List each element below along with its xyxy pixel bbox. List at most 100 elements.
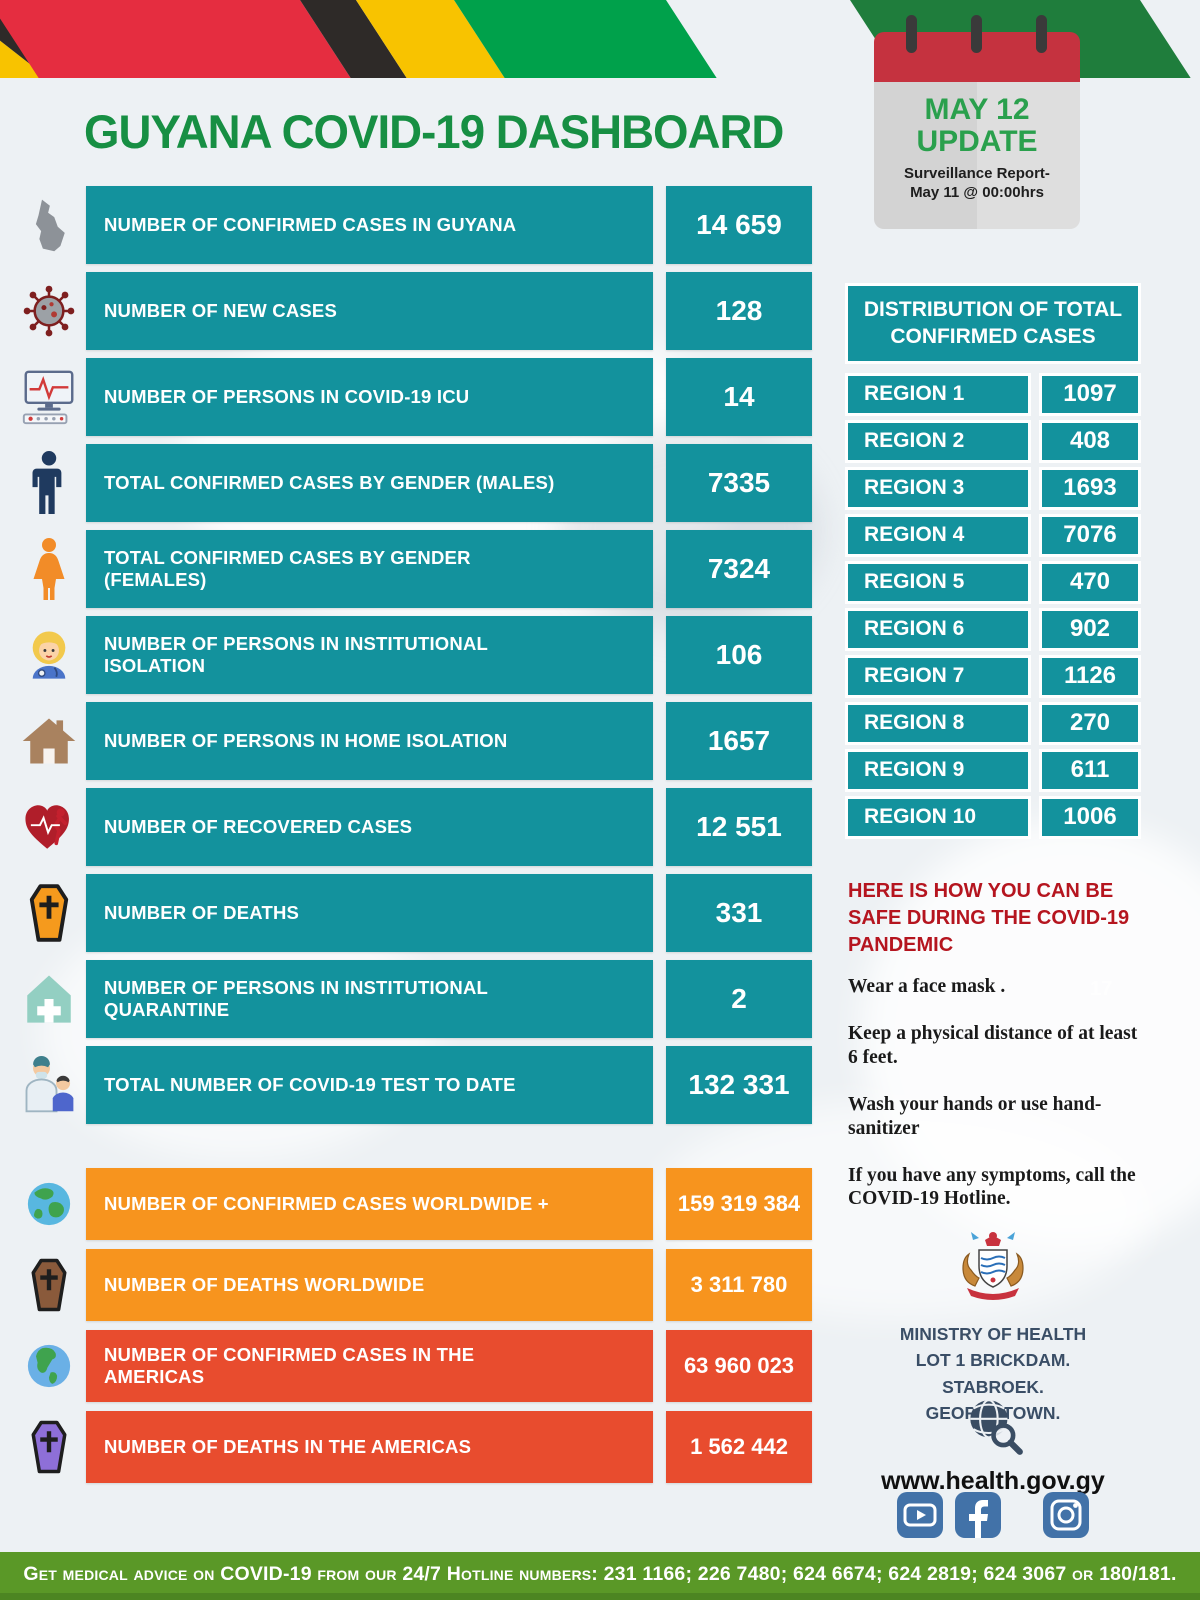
stat-label: NUMBER OF PERSONS IN INSTITUTIONAL ISOLA… <box>86 616 653 694</box>
youtube-icon[interactable] <box>897 1492 943 1538</box>
region-row: REGION 2 408 <box>845 419 1141 463</box>
ministry-name: MINISTRY OF HEALTH <box>899 1324 1087 1344</box>
hotline-text: Get medical advice on COVID-19 from our … <box>23 1562 1177 1585</box>
stat-value: 1657 <box>666 702 812 780</box>
stat-label: TOTAL CONFIRMED CASES BY GENDER (FEMALES… <box>86 530 653 608</box>
social-links <box>845 1492 1141 1538</box>
region-label: REGION 9 <box>845 748 1031 792</box>
stat-value: 7335 <box>666 444 812 522</box>
stat-value: 12 551 <box>666 788 812 866</box>
region-row: REGION 7 1126 <box>845 654 1141 698</box>
region-label: REGION 7 <box>845 654 1031 698</box>
website-url[interactable]: www.health.gov.gy <box>881 1467 1105 1495</box>
stat-label: NUMBER OF CONFIRMED CASES IN GUYANA <box>86 186 653 264</box>
instagram-icon[interactable] <box>1043 1492 1089 1538</box>
home-icon <box>12 702 86 780</box>
stat-label: NUMBER OF PERSONS IN INSTITUTIONAL QUARA… <box>86 960 653 1038</box>
stat-row-americas-cases: NUMBER OF CONFIRMED CASES IN THE AMERICA… <box>12 1330 812 1402</box>
nurse-icon <box>12 616 86 694</box>
icu-monitor-icon <box>12 358 86 436</box>
stat-label: NUMBER OF DEATHS <box>86 874 653 952</box>
globe-search-icon <box>970 1399 1023 1455</box>
safety-tip: Keep a physical distance of at least 6 f… <box>848 1023 1138 1068</box>
safety-tips: HERE IS HOW YOU CAN BE SAFE DURING THE C… <box>848 878 1142 1235</box>
calendar-pin-icon <box>971 15 982 53</box>
region-row: REGION 5 470 <box>845 560 1141 604</box>
region-label: REGION 10 <box>845 795 1031 839</box>
quarantine-home-icon <box>12 960 86 1038</box>
stat-row-worldwide-deaths: NUMBER OF DEATHS WORLDWIDE 3 311 780 <box>12 1249 812 1321</box>
calendar-update-label: UPDATE <box>916 124 1038 158</box>
page-number-watermark: 17 <box>1090 978 1113 1000</box>
globe-icon <box>12 1168 86 1240</box>
stat-row-deaths: NUMBER OF DEATHS 331 <box>12 874 812 952</box>
region-label: REGION 6 <box>845 607 1031 651</box>
website-block: www.health.gov.gy <box>845 1392 1141 1496</box>
page-title: GUYANA COVID-19 DASHBOARD <box>84 105 784 158</box>
calendar-pin-icon <box>1036 15 1047 53</box>
facebook-icon[interactable] <box>955 1492 1001 1538</box>
safety-tip: If you have any symptoms, call the COVID… <box>848 1164 1136 1210</box>
region-value: 470 <box>1039 560 1141 604</box>
coat-of-arms-icon <box>962 1232 1024 1300</box>
region-value: 7076 <box>1039 513 1141 557</box>
test-workers-icon <box>12 1046 86 1124</box>
stat-row-males: TOTAL CONFIRMED CASES BY GENDER (MALES) … <box>12 444 812 522</box>
stat-value: 132 331 <box>666 1046 812 1124</box>
region-value: 1097 <box>1039 372 1141 416</box>
stat-label: NUMBER OF DEATHS WORLDWIDE <box>86 1249 653 1321</box>
stat-label: TOTAL NUMBER OF COVID-19 TEST TO DATE <box>86 1046 653 1124</box>
region-row: REGION 3 1693 <box>845 466 1141 510</box>
stat-value: 331 <box>666 874 812 952</box>
safety-tip: Wash your hands or use hand-sanitizer <box>848 1094 1102 1139</box>
stat-row-new-cases: NUMBER OF NEW CASES 128 <box>12 272 812 350</box>
stat-value: 159 319 384 <box>666 1168 812 1240</box>
stat-value: 2 <box>666 960 812 1038</box>
stat-value: 106 <box>666 616 812 694</box>
male-icon <box>12 444 86 522</box>
region-value: 902 <box>1039 607 1141 651</box>
region-row: REGION 10 1006 <box>845 795 1141 839</box>
stat-value: 1 562 442 <box>666 1411 812 1483</box>
stat-row-institutional-quarantine: NUMBER OF PERSONS IN INSTITUTIONAL QUARA… <box>12 960 812 1038</box>
globe-americas-icon <box>12 1330 86 1402</box>
stat-row-worldwide-cases: NUMBER OF CONFIRMED CASES WORLDWIDE + 15… <box>12 1168 812 1240</box>
ministry-address-line: LOT 1 BRICKDAM. <box>915 1350 1071 1371</box>
calendar-date: MAY 12 <box>924 93 1030 126</box>
region-row: REGION 8 270 <box>845 701 1141 745</box>
region-row: REGION 9 611 <box>845 748 1141 792</box>
hotline-bar: Get medical advice on COVID-19 from our … <box>0 1552 1200 1600</box>
region-label: REGION 4 <box>845 513 1031 557</box>
region-row: REGION 6 902 <box>845 607 1141 651</box>
stat-value: 3 311 780 <box>666 1249 812 1321</box>
stat-label: NUMBER OF PERSONS IN HOME ISOLATION <box>86 702 653 780</box>
region-row: REGION 4 7076 <box>845 513 1141 557</box>
stat-label: NUMBER OF DEATHS IN THE AMERICAS <box>86 1411 653 1483</box>
stat-label: TOTAL CONFIRMED CASES BY GENDER (MALES) <box>86 444 653 522</box>
region-label: REGION 5 <box>845 560 1031 604</box>
stat-label: NUMBER OF RECOVERED CASES <box>86 788 653 866</box>
guyana-map-icon <box>12 186 86 264</box>
region-value: 1006 <box>1039 795 1141 839</box>
stat-row-institutional-isolation: NUMBER OF PERSONS IN INSTITUTIONAL ISOLA… <box>12 616 812 694</box>
safety-heading: HERE IS HOW YOU CAN BE SAFE DURING THE C… <box>848 880 1130 956</box>
stat-value: 14 <box>666 358 812 436</box>
stat-label: NUMBER OF PERSONS IN COVID-19 ICU <box>86 358 653 436</box>
coffin-icon <box>12 874 86 952</box>
flag-stripe-red <box>0 0 351 78</box>
region-label: REGION 8 <box>845 701 1031 745</box>
coffin-worldwide-icon <box>12 1249 86 1321</box>
recovered-heart-icon <box>12 788 86 866</box>
ministry-address-line: STABROEK. <box>942 1376 1044 1397</box>
regions-panel: DISTRIBUTION OF TOTAL CONFIRMED CASES RE… <box>845 283 1141 843</box>
stat-label: NUMBER OF NEW CASES <box>86 272 653 350</box>
calendar-pin-icon <box>906 15 917 53</box>
stat-row-home-isolation: NUMBER OF PERSONS IN HOME ISOLATION 1657 <box>12 702 812 780</box>
calendar-report-note: Surveillance Report- May 11 @ 00:00hrs <box>904 165 1050 201</box>
update-calendar: MAY 12 UPDATE Surveillance Report- May 1… <box>874 15 1080 229</box>
region-label: REGION 1 <box>845 372 1031 416</box>
region-label: REGION 3 <box>845 466 1031 510</box>
stat-row-icu: NUMBER OF PERSONS IN COVID-19 ICU 14 <box>12 358 812 436</box>
region-value: 611 <box>1039 748 1141 792</box>
